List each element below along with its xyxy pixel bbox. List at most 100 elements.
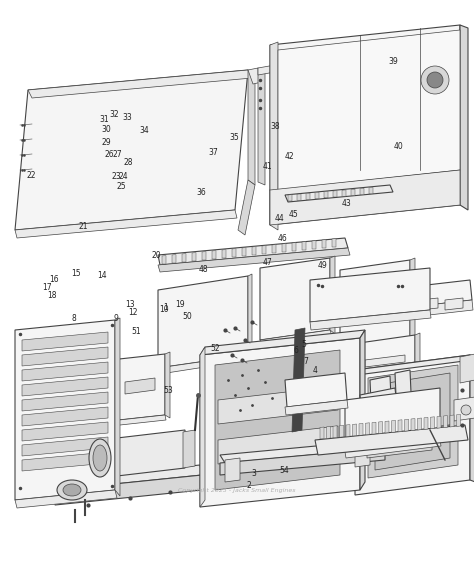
Text: 46: 46 <box>277 234 287 243</box>
Text: 53: 53 <box>164 386 173 395</box>
Text: 38: 38 <box>270 122 280 131</box>
Polygon shape <box>327 426 330 439</box>
Polygon shape <box>22 347 108 366</box>
Polygon shape <box>225 458 240 482</box>
Polygon shape <box>332 239 336 247</box>
Polygon shape <box>172 255 176 263</box>
Polygon shape <box>350 400 415 430</box>
Polygon shape <box>395 370 412 418</box>
Polygon shape <box>360 188 364 195</box>
Text: 13: 13 <box>126 300 135 309</box>
Polygon shape <box>22 332 108 351</box>
Polygon shape <box>324 192 328 198</box>
Text: Copyright 2023 - Jacks Small Engines: Copyright 2023 - Jacks Small Engines <box>178 488 296 493</box>
Text: 19: 19 <box>175 300 185 309</box>
Polygon shape <box>165 352 170 418</box>
Polygon shape <box>238 180 255 235</box>
Polygon shape <box>202 251 206 260</box>
Polygon shape <box>340 300 473 325</box>
Polygon shape <box>22 362 108 381</box>
Polygon shape <box>306 193 310 199</box>
Polygon shape <box>260 330 332 346</box>
Polygon shape <box>182 254 186 262</box>
Polygon shape <box>212 251 216 259</box>
Polygon shape <box>359 424 363 436</box>
Text: 52: 52 <box>211 344 220 354</box>
Polygon shape <box>322 239 326 248</box>
Polygon shape <box>28 70 252 98</box>
Polygon shape <box>285 400 348 415</box>
Polygon shape <box>411 418 415 430</box>
Text: 24: 24 <box>118 172 128 181</box>
Text: 4: 4 <box>313 366 318 375</box>
Text: 34: 34 <box>140 126 149 135</box>
Circle shape <box>421 66 449 94</box>
Polygon shape <box>392 420 395 432</box>
Text: 14: 14 <box>97 271 107 280</box>
Polygon shape <box>454 397 474 421</box>
Polygon shape <box>302 242 306 250</box>
Polygon shape <box>252 247 256 255</box>
Polygon shape <box>22 392 108 411</box>
Text: 20: 20 <box>152 251 161 260</box>
Polygon shape <box>398 420 402 432</box>
Polygon shape <box>410 258 415 344</box>
Polygon shape <box>340 260 410 350</box>
Polygon shape <box>339 425 344 437</box>
Polygon shape <box>55 465 202 490</box>
Text: 12: 12 <box>128 308 137 317</box>
Text: 8: 8 <box>71 314 76 323</box>
Polygon shape <box>110 354 165 421</box>
Ellipse shape <box>93 445 107 471</box>
Text: 26: 26 <box>104 150 114 160</box>
Text: 25: 25 <box>116 182 126 191</box>
Polygon shape <box>385 421 389 433</box>
Polygon shape <box>353 424 356 436</box>
Polygon shape <box>345 388 440 452</box>
Polygon shape <box>375 373 450 470</box>
Polygon shape <box>15 320 115 500</box>
Polygon shape <box>320 427 324 439</box>
Polygon shape <box>22 407 108 426</box>
Text: 2: 2 <box>246 480 251 490</box>
Polygon shape <box>200 347 205 507</box>
Polygon shape <box>430 417 435 429</box>
Polygon shape <box>410 425 455 445</box>
Polygon shape <box>258 68 265 185</box>
Text: 27: 27 <box>113 150 122 160</box>
Text: 5: 5 <box>301 340 306 349</box>
Polygon shape <box>444 416 447 428</box>
Polygon shape <box>100 430 185 478</box>
Polygon shape <box>315 425 468 455</box>
Polygon shape <box>22 452 108 471</box>
Polygon shape <box>355 443 370 467</box>
Text: 17: 17 <box>43 282 52 292</box>
Polygon shape <box>272 245 276 253</box>
Text: 21: 21 <box>78 222 88 231</box>
Polygon shape <box>110 415 166 426</box>
Text: 50: 50 <box>182 312 192 321</box>
Polygon shape <box>445 298 463 310</box>
Circle shape <box>427 72 443 88</box>
Polygon shape <box>15 210 237 238</box>
Polygon shape <box>222 250 226 258</box>
Polygon shape <box>260 258 330 340</box>
Polygon shape <box>15 70 248 230</box>
Polygon shape <box>162 255 166 264</box>
Text: 6: 6 <box>294 346 299 355</box>
Polygon shape <box>365 432 432 448</box>
Polygon shape <box>369 188 373 194</box>
Text: 37: 37 <box>209 148 218 157</box>
Polygon shape <box>242 247 246 256</box>
Text: 31: 31 <box>100 115 109 124</box>
Polygon shape <box>456 414 461 426</box>
Polygon shape <box>158 276 248 368</box>
Text: 30: 30 <box>102 125 111 134</box>
Polygon shape <box>345 380 416 394</box>
Polygon shape <box>282 243 286 252</box>
Polygon shape <box>292 328 305 432</box>
Polygon shape <box>285 185 393 202</box>
Circle shape <box>461 405 471 415</box>
Text: 35: 35 <box>230 133 239 142</box>
Polygon shape <box>404 419 409 431</box>
